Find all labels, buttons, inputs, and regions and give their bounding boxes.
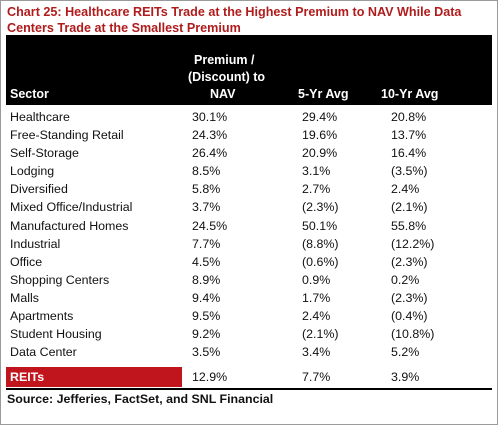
cell-ten-yr-avg: 16.4%	[391, 146, 427, 161]
cell-five-yr-avg: 29.4%	[302, 110, 338, 124]
cell-premium: 3.5%	[192, 345, 221, 360]
cell-premium: 9.2%	[192, 327, 221, 342]
cell-sector: Healthcare	[10, 110, 70, 124]
table-row: Apartments 9.5% 2.4% (0.4%)	[6, 307, 492, 325]
cell-ten-yr-avg: (2.1%)	[391, 200, 428, 215]
cell-ten-yr-avg: (12.2%)	[391, 236, 435, 251]
table-bottom-rule	[6, 388, 492, 391]
cell-sector: Lodging	[10, 164, 55, 179]
cell-five-yr-avg: (2.1%)	[302, 327, 339, 342]
table-row: Student Housing 9.2% (2.1%) (10.8%)	[6, 325, 492, 343]
cell-five-yr-avg: 3.1%	[302, 164, 331, 179]
cell-ten-yr-avg: (3.5%)	[391, 164, 428, 179]
chart-title-line-1: Chart 25: Healthcare REITs Trade at the …	[7, 5, 462, 19]
cell-ten-yr-avg: 5.2%	[391, 345, 420, 360]
header-premium-line-2: (Discount) to	[188, 70, 266, 84]
header-premium-line-3: NAV	[210, 87, 236, 101]
cell-five-yr-avg: 3.4%	[302, 345, 331, 360]
table-row: Free-Standing Retail 24.3% 19.6% 13.7%	[6, 126, 492, 144]
cell-sector: Office	[10, 254, 43, 269]
total-cell-ten-yr-avg: 3.9%	[357, 367, 492, 388]
cell-five-yr-avg: (0.6%)	[302, 254, 339, 269]
table-row: Industrial 7.7% (8.8%) (12.2%)	[6, 235, 492, 253]
cell-sector: Manufactured Homes	[10, 218, 129, 233]
table-row: Mixed Office/Industrial 3.7% (2.3%) (2.1%)	[6, 198, 492, 216]
cell-premium: 3.7%	[192, 200, 221, 215]
cell-premium: 9.5%	[192, 309, 221, 324]
cell-sector: Shopping Centers	[10, 272, 110, 287]
cell-premium: 5.8%	[192, 182, 221, 197]
table-row: Shopping Centers 8.9% 0.9% 0.2%	[6, 271, 492, 289]
cell-five-yr-avg: 2.7%	[302, 182, 331, 197]
header-premium-line-1: Premium /	[194, 53, 255, 67]
chart-title: Chart 25: Healthcare REITs Trade at the …	[1, 1, 497, 35]
table-row: Healthcare 30.1% 29.4% 20.8%	[6, 105, 492, 126]
cell-premium: 24.5%	[192, 218, 228, 233]
cell-premium: 8.5%	[192, 164, 221, 179]
cell-sector: Data Center	[10, 345, 77, 360]
chart-title-line-2: Centers Trade at the Smallest Premium	[7, 21, 241, 35]
table-total-row: REITs 12.9% 7.7% 3.9%	[6, 367, 492, 388]
total-cell-five-yr-avg: 7.7%	[272, 367, 357, 388]
header-five-yr-avg: 5-Yr Avg	[272, 35, 357, 105]
cell-five-yr-avg: 1.7%	[302, 290, 331, 305]
table-row: Diversified 5.8% 2.7% 2.4%	[6, 180, 492, 198]
cell-premium: 26.4%	[192, 146, 228, 161]
cell-ten-yr-avg: 2.4%	[391, 182, 420, 197]
cell-ten-yr-avg: (2.3%)	[391, 290, 428, 305]
cell-sector: Mixed Office/Industrial	[10, 200, 133, 215]
cell-premium: 8.9%	[192, 272, 221, 287]
table-row: Malls 9.4% 1.7% (2.3%)	[6, 289, 492, 307]
header-premium: Premium / (Discount) to NAV	[182, 35, 272, 105]
cell-sector: Industrial	[10, 236, 61, 251]
cell-ten-yr-avg: (10.8%)	[391, 327, 435, 342]
cell-sector: Diversified	[10, 182, 68, 197]
total-cell-premium: 12.9%	[182, 367, 272, 388]
cell-five-yr-avg: 2.4%	[302, 309, 331, 324]
cell-ten-yr-avg: 55.8%	[391, 218, 427, 233]
cell-ten-yr-avg: 13.7%	[391, 128, 427, 143]
header-ten-yr-avg: 10-Yr Avg	[357, 35, 492, 105]
cell-ten-yr-avg: 20.8%	[391, 110, 427, 124]
cell-sector: Student Housing	[10, 327, 102, 342]
cell-five-yr-avg: 20.9%	[302, 146, 338, 161]
table-header-row: Sector Premium / (Discount) to NAV 5-Yr …	[6, 35, 492, 105]
cell-ten-yr-avg: 0.2%	[391, 272, 420, 287]
table-row: Self-Storage 26.4% 20.9% 16.4%	[6, 144, 492, 162]
cell-sector: Free-Standing Retail	[10, 128, 124, 143]
cell-ten-yr-avg: (2.3%)	[391, 254, 428, 269]
cell-premium: 30.1%	[192, 110, 228, 124]
cell-ten-yr-avg: (0.4%)	[391, 309, 428, 324]
table-row: Office 4.5% (0.6%) (2.3%)	[6, 253, 492, 271]
reit-premium-table: Sector Premium / (Discount) to NAV 5-Yr …	[6, 35, 492, 388]
table-row: Lodging 8.5% 3.1% (3.5%)	[6, 162, 492, 180]
cell-five-yr-avg: 19.6%	[302, 128, 338, 143]
cell-premium: 24.3%	[192, 128, 228, 143]
cell-sector: Apartments	[10, 309, 74, 324]
table-row: Data Center 3.5% 3.4% 5.2%	[6, 343, 492, 361]
cell-five-yr-avg: 0.9%	[302, 272, 331, 287]
source-note: Source: Jefferies, FactSet, and SNL Fina…	[7, 392, 274, 407]
cell-premium: 4.5%	[192, 254, 221, 269]
cell-premium: 7.7%	[192, 236, 221, 251]
table-row: Manufactured Homes 24.5% 50.1% 55.8%	[6, 217, 492, 235]
total-cell-sector: REITs	[6, 367, 182, 388]
table-body: Healthcare 30.1% 29.4% 20.8% Free-Standing R…	[6, 105, 492, 388]
header-sector: Sector	[6, 35, 182, 105]
cell-five-yr-avg: (8.8%)	[302, 236, 339, 251]
cell-five-yr-avg: (2.3%)	[302, 200, 339, 215]
cell-five-yr-avg: 50.1%	[302, 218, 338, 233]
cell-premium: 9.4%	[192, 290, 221, 305]
cell-sector: Self-Storage	[10, 146, 79, 161]
cell-sector: Malls	[10, 290, 39, 305]
